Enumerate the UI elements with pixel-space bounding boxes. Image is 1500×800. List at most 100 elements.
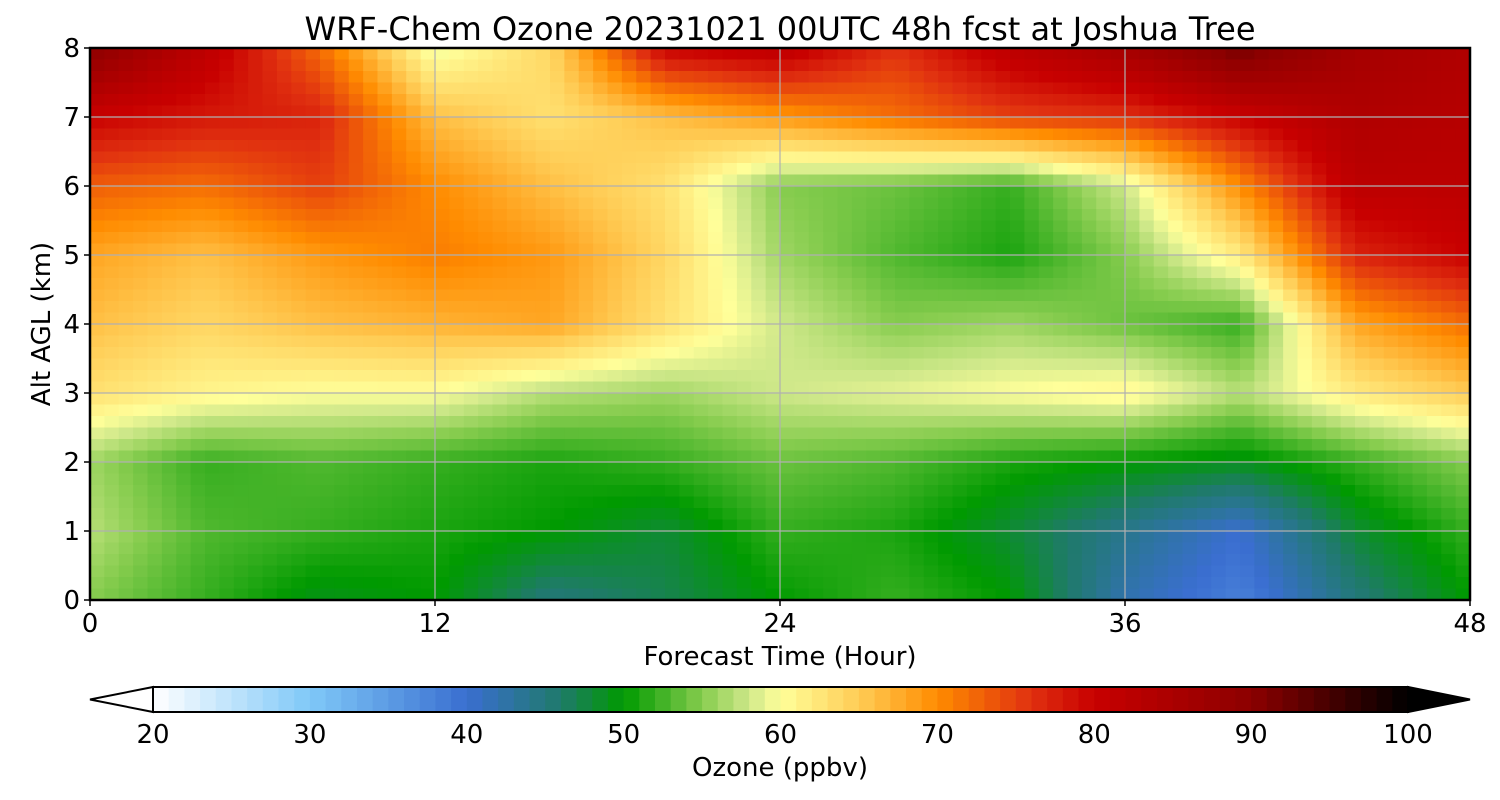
field-cell bbox=[780, 163, 795, 176]
field-cell bbox=[1125, 531, 1140, 544]
field-cell bbox=[866, 531, 882, 544]
field-cell bbox=[851, 450, 867, 463]
field-cell bbox=[1225, 140, 1241, 153]
field-cell bbox=[938, 324, 954, 337]
field-cell bbox=[1355, 439, 1370, 452]
field-cell bbox=[1139, 243, 1155, 256]
field-cell bbox=[1225, 289, 1241, 302]
field-cell bbox=[1355, 209, 1370, 222]
field-cell bbox=[176, 301, 192, 314]
field-cell bbox=[363, 301, 379, 314]
field-cell bbox=[823, 347, 839, 360]
field-cell bbox=[1010, 370, 1025, 383]
field-cell bbox=[636, 197, 652, 210]
field-cell bbox=[1153, 473, 1169, 486]
field-cell bbox=[837, 301, 853, 314]
field-cell bbox=[765, 163, 781, 176]
field-cell bbox=[808, 381, 824, 394]
field-cell bbox=[133, 197, 149, 210]
field-cell bbox=[348, 427, 364, 440]
field-cell bbox=[1110, 232, 1126, 245]
colorbar-segment bbox=[278, 687, 295, 712]
field-cell bbox=[449, 439, 465, 452]
field-cell bbox=[1196, 335, 1212, 348]
field-cell bbox=[262, 508, 278, 521]
field-cell bbox=[363, 496, 379, 509]
field-cell bbox=[1297, 358, 1313, 371]
field-cell bbox=[1196, 243, 1212, 256]
field-cell bbox=[1010, 358, 1025, 371]
colorbar-segment bbox=[388, 687, 405, 712]
field-cell bbox=[1455, 404, 1471, 417]
field-cell bbox=[550, 289, 565, 302]
field-cell bbox=[966, 588, 982, 601]
field-cell bbox=[161, 462, 177, 475]
field-cell bbox=[1110, 508, 1126, 521]
field-cell bbox=[578, 519, 594, 532]
field-cell bbox=[219, 335, 235, 348]
field-cell bbox=[665, 404, 680, 417]
field-cell bbox=[909, 151, 925, 164]
field-cell bbox=[765, 324, 781, 337]
field-cell bbox=[636, 186, 652, 199]
field-cell bbox=[521, 289, 537, 302]
field-cell bbox=[348, 496, 364, 509]
field-cell bbox=[995, 577, 1011, 590]
field-cell bbox=[895, 542, 910, 555]
colorbar-segment bbox=[1329, 687, 1346, 712]
field-cell bbox=[866, 473, 882, 486]
field-cell bbox=[1038, 94, 1054, 107]
field-cell bbox=[1211, 542, 1227, 555]
field-cell bbox=[923, 542, 939, 555]
field-cell bbox=[1283, 450, 1299, 463]
field-cell bbox=[722, 393, 738, 406]
field-cell bbox=[1168, 588, 1184, 601]
field-cell bbox=[161, 519, 177, 532]
field-cell bbox=[1398, 71, 1414, 84]
field-cell bbox=[708, 335, 724, 348]
field-cell bbox=[118, 151, 134, 164]
field-cell bbox=[478, 209, 494, 222]
field-cell bbox=[1211, 462, 1227, 475]
field-cell bbox=[1311, 209, 1327, 222]
field-cell bbox=[851, 82, 867, 95]
field-cell bbox=[607, 542, 623, 555]
field-cell bbox=[334, 496, 350, 509]
field-cell bbox=[794, 519, 810, 532]
field-cell bbox=[104, 243, 120, 256]
field-cell bbox=[708, 82, 724, 95]
field-cell bbox=[506, 542, 522, 555]
field-cell bbox=[765, 255, 781, 268]
field-cell bbox=[751, 71, 767, 84]
field-cell bbox=[1398, 542, 1414, 555]
field-cell bbox=[1024, 186, 1040, 199]
field-cell bbox=[305, 450, 321, 463]
field-cell bbox=[1168, 519, 1184, 532]
field-cell bbox=[219, 140, 235, 153]
field-cell bbox=[133, 393, 149, 406]
field-cell bbox=[1067, 358, 1083, 371]
field-cell bbox=[1398, 117, 1414, 130]
field-cell bbox=[1383, 140, 1399, 153]
field-cell bbox=[1168, 117, 1184, 130]
field-cell bbox=[1010, 588, 1025, 601]
field-cell bbox=[1369, 82, 1385, 95]
field-cell bbox=[1081, 163, 1097, 176]
field-cell bbox=[1412, 266, 1428, 279]
field-cell bbox=[118, 220, 134, 233]
field-cell bbox=[276, 94, 292, 107]
field-cell bbox=[348, 128, 364, 141]
field-cell bbox=[1455, 588, 1471, 601]
field-cell bbox=[679, 508, 695, 521]
field-cell bbox=[1053, 370, 1069, 383]
field-cell bbox=[1283, 163, 1299, 176]
field-cell bbox=[550, 232, 565, 245]
field-cell bbox=[535, 485, 551, 498]
field-cell bbox=[693, 565, 709, 578]
field-cell bbox=[966, 370, 982, 383]
field-cell bbox=[205, 554, 220, 567]
field-cell bbox=[506, 82, 522, 95]
field-cell bbox=[665, 450, 680, 463]
field-cell bbox=[665, 186, 680, 199]
field-cell bbox=[161, 312, 177, 325]
